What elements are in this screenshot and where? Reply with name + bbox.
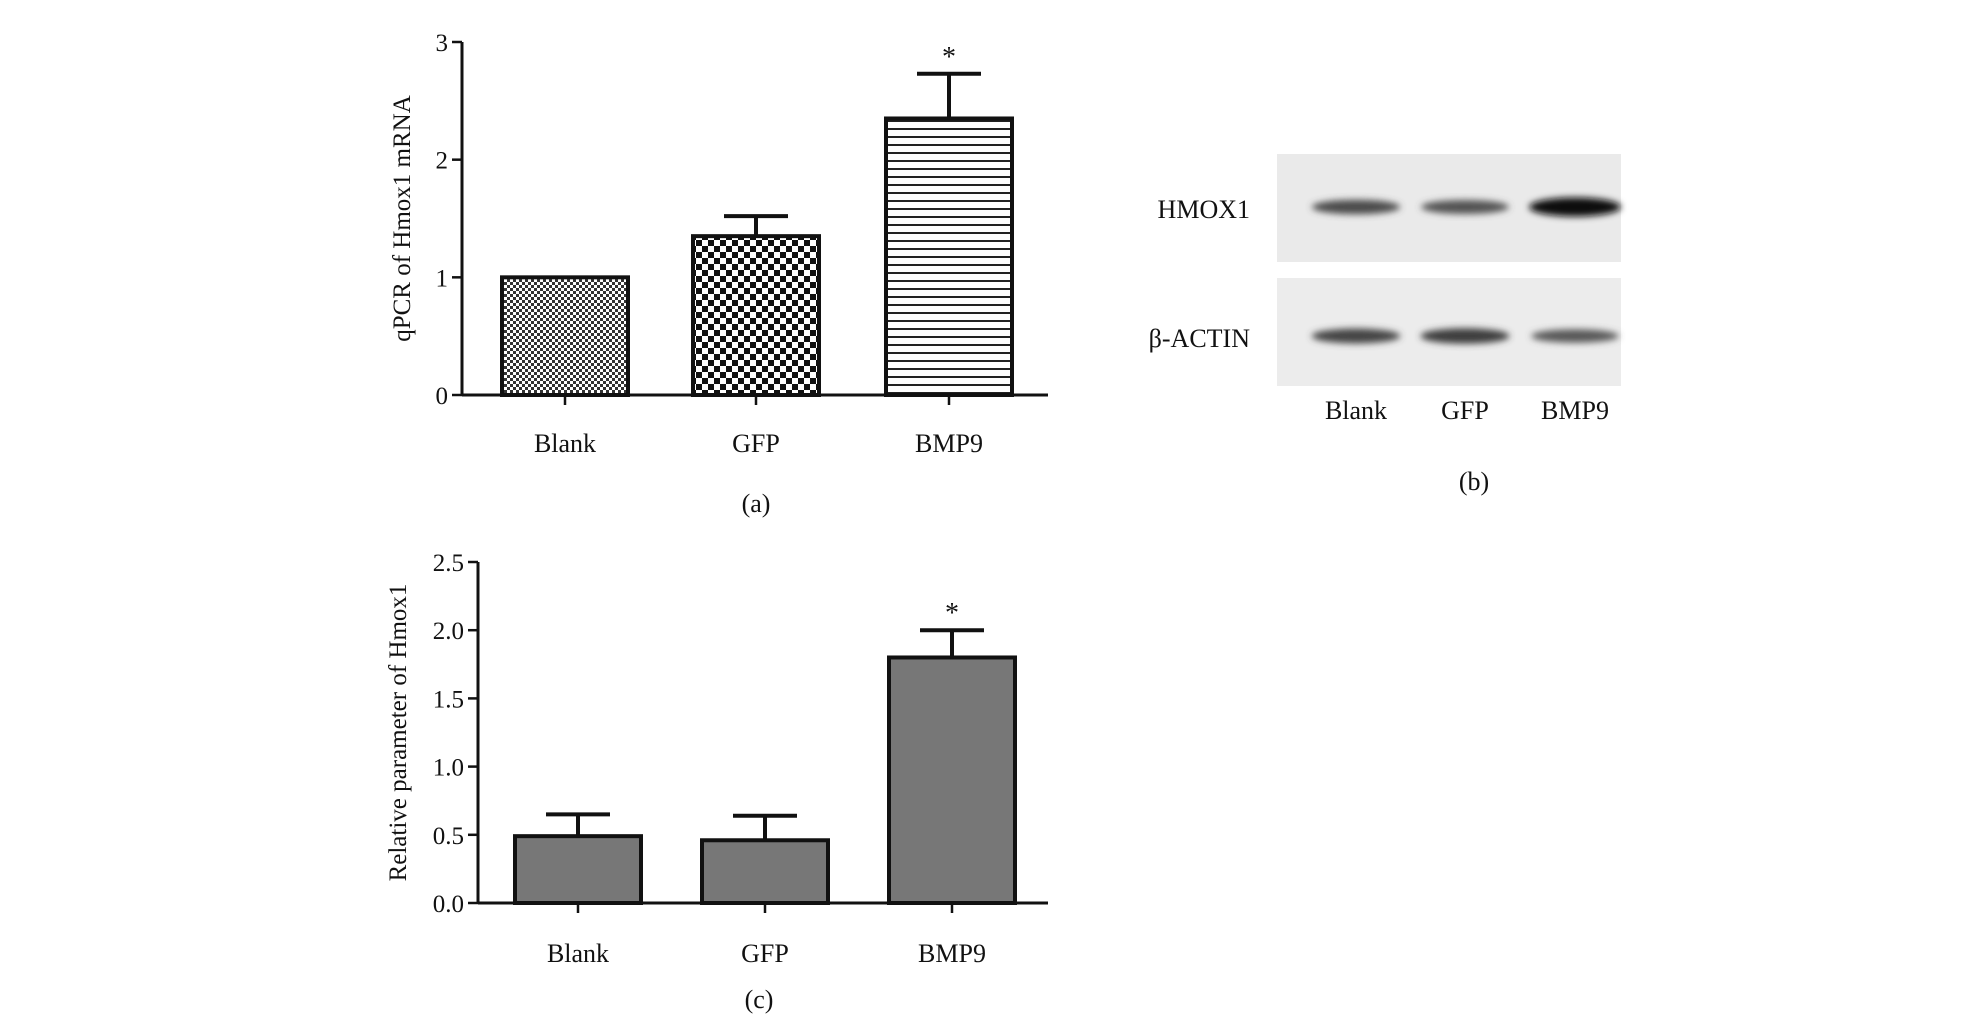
band-actin-bmp9 [1531,329,1619,343]
y-tick-label: 2 [436,148,449,175]
blot-row-label-actin: β-ACTIN [1149,324,1251,353]
x-tick-label: BMP9 [915,429,983,458]
y-tick-label: 0.0 [433,891,464,918]
y-tick-label: 2.5 [433,550,464,577]
bar-blank [513,834,643,905]
bar-gfp [691,234,821,397]
bar-bmp9 [887,655,1017,905]
y-tick-label: 0 [436,383,449,410]
y-tick-label: 3 [436,30,449,57]
panel-label-c: (c) [745,985,774,1014]
chart-a: 0 1 2 3 Blank GFP BMP9 * qPCR of Hmox1 mRNA (a) [389,30,1048,518]
bar-blank [500,275,630,398]
x-tick-label: GFP [732,429,780,458]
significance-marker: * [945,598,959,629]
band-actin-blank [1311,328,1401,344]
band-hmox1-bmp9 [1529,197,1621,217]
western-blot-b: HMOX1 β-ACTIN Blank GFP BMP9 (b) [1149,154,1621,496]
blot-row-label-hmox1: HMOX1 [1158,195,1250,224]
panel-label-b: (b) [1459,467,1489,496]
y-tick-label: 2.0 [433,618,464,645]
x-tick-label: Blank [534,429,596,458]
y-tick-label: 1 [436,265,449,292]
y-tick-label: 1.5 [433,686,464,713]
blot-lane-label-blank: Blank [1325,396,1387,425]
y-tick-label: 0.5 [433,823,464,850]
significance-marker: * [942,42,956,73]
x-tick-label: BMP9 [918,939,986,968]
bar-gfp [700,838,830,905]
panel-label-a: (a) [742,489,771,518]
band-hmox1-gfp [1421,200,1509,214]
bar-bmp9 [884,116,1014,397]
y-tick-label: 1.0 [433,755,464,782]
blot-lane-label-gfp: GFP [1441,396,1489,425]
band-hmox1-blank [1311,199,1401,215]
y-axis-label: qPCR of Hmox1 mRNA [389,95,416,342]
y-axis-label: Relative parameter of Hmox1 [385,584,412,882]
chart-c: 0.0 0.5 1.0 1.5 2.0 2.5 Blank GFP BMP9 * Relative … [385,550,1048,1014]
band-actin-gfp [1420,328,1510,344]
x-tick-label: Blank [547,939,609,968]
x-tick-label: GFP [741,939,789,968]
blot-lane-label-bmp9: BMP9 [1541,396,1609,425]
